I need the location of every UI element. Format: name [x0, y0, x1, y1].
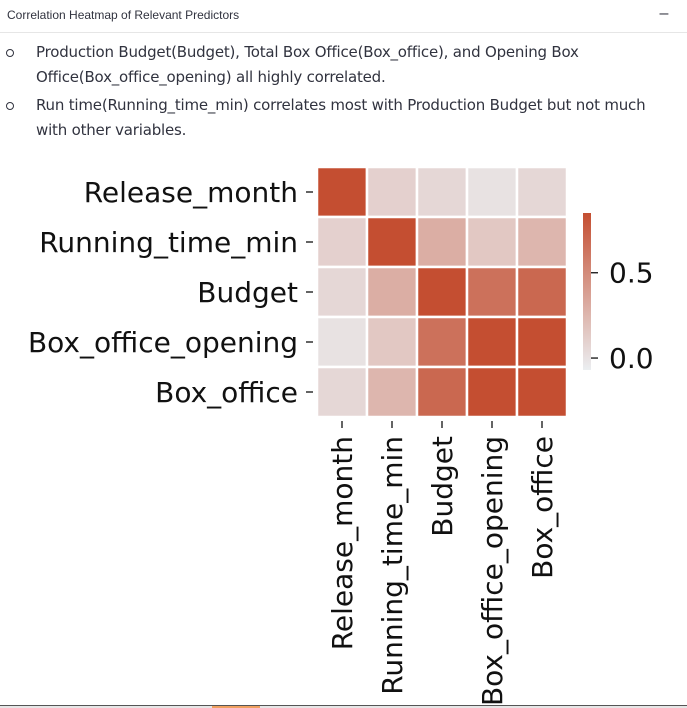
heatmap-cell — [315, 265, 369, 319]
heatmap-svg: Release_month Running_time_min Budget Box_o… — [28, 165, 654, 706]
row-tick-label: Budget — [197, 276, 298, 309]
colorbar — [583, 213, 591, 370]
heatmap-cell — [415, 315, 469, 369]
correlation-heatmap: Release_month Running_time_min Budget Box_o… — [0, 150, 687, 706]
list-item: Production Budget(Budget), Total Box Off… — [0, 40, 687, 90]
collapse-button[interactable]: – — [659, 5, 669, 22]
heatmap-cell — [465, 265, 519, 319]
heatmap-cell — [365, 165, 419, 219]
bullet-circle-icon — [6, 102, 14, 110]
row-tick-label: Running_time_min — [39, 226, 298, 259]
colorbar-tick-label: 0.0 — [609, 342, 654, 375]
heatmap-cell — [415, 215, 469, 269]
heatmap-cell — [465, 365, 519, 419]
heatmap-cell — [415, 265, 469, 319]
section-header: Correlation Heatmap of Relevant Predicto… — [0, 0, 687, 33]
notes-list: Production Budget(Budget), Total Box Off… — [0, 40, 687, 146]
heatmap-cell — [365, 265, 419, 319]
bottom-accent-marker — [212, 706, 260, 708]
heatmap-cell — [465, 215, 519, 269]
heatmap-cell — [315, 365, 369, 419]
heatmap-cell — [365, 215, 419, 269]
bullet-text: Run time(Running_time_min) correlates mo… — [36, 96, 646, 139]
section-title: Correlation Heatmap of Relevant Predicto… — [7, 8, 240, 22]
heatmap-cell — [515, 315, 569, 369]
column-tick-label: Running_time_min — [376, 436, 409, 695]
colorbar-tick-label: 0.5 — [609, 257, 654, 290]
list-item: Run time(Running_time_min) correlates mo… — [0, 93, 687, 143]
row-tick-label: Box_office_opening — [28, 326, 298, 359]
heatmap-cell — [465, 315, 519, 369]
heatmap-cell — [515, 265, 569, 319]
bottom-scroll-track — [0, 705, 687, 708]
heatmap-cell — [365, 315, 419, 369]
bullet-text: Production Budget(Budget), Total Box Off… — [36, 43, 579, 86]
bullet-circle-icon — [6, 49, 14, 57]
heatmap-cell — [365, 365, 419, 419]
heatmap-cell — [515, 215, 569, 269]
row-tick-label: Release_month — [84, 176, 298, 209]
column-tick-label: Box_office — [526, 436, 559, 579]
column-tick-label: Budget — [426, 436, 459, 537]
heatmap-cell — [515, 165, 569, 219]
heatmap-cell — [315, 315, 369, 369]
row-tick-label: Box_office — [155, 376, 298, 409]
bottom-divider — [0, 705, 687, 706]
heatmap-cell — [465, 165, 519, 219]
heatmap-cell — [415, 165, 469, 219]
heatmap-cell — [515, 365, 569, 419]
heatmap-cell — [415, 365, 469, 419]
column-tick-label: Release_month — [326, 436, 359, 650]
column-tick-label: Box_office_opening — [476, 436, 509, 706]
heatmap-cell — [315, 215, 369, 269]
heatmap-cell — [315, 165, 369, 219]
